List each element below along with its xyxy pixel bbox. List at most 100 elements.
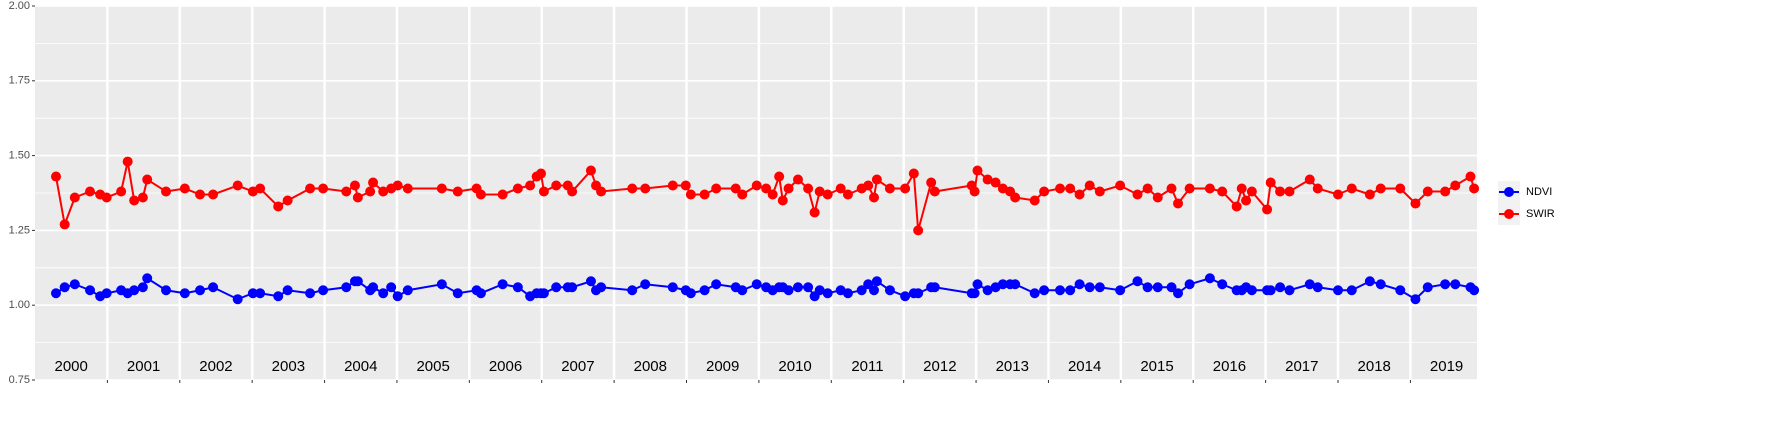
point [1010, 192, 1021, 203]
point [585, 165, 596, 176]
point [1410, 198, 1421, 209]
point [1029, 195, 1040, 206]
year-label: 2004 [344, 358, 377, 375]
point [567, 186, 578, 197]
point [913, 225, 924, 236]
point [318, 183, 329, 194]
point [525, 180, 536, 191]
point [1246, 285, 1257, 296]
point [1275, 282, 1286, 293]
point [551, 180, 562, 191]
point [1236, 183, 1247, 194]
point [1284, 186, 1295, 197]
year-label: 2000 [55, 358, 88, 375]
point [1173, 288, 1184, 299]
point [900, 183, 911, 194]
year-label: 2019 [1430, 358, 1463, 375]
point [282, 195, 293, 206]
point [982, 285, 993, 296]
point [774, 171, 785, 182]
point [137, 282, 148, 293]
point [761, 183, 772, 194]
point [767, 189, 778, 200]
point [349, 180, 360, 191]
point [730, 183, 741, 194]
point [751, 180, 762, 191]
point [680, 180, 691, 191]
legend-point [1504, 187, 1514, 197]
point [1142, 183, 1153, 194]
y-tick-label: 1.75 [9, 75, 30, 87]
point [1084, 282, 1095, 293]
point [1217, 279, 1228, 290]
point [551, 282, 562, 293]
point [1375, 183, 1386, 194]
point [596, 282, 607, 293]
point [436, 183, 447, 194]
point [777, 195, 788, 206]
point [195, 189, 206, 200]
point [969, 288, 980, 299]
legend-label: NDVI [1526, 186, 1552, 198]
point [699, 189, 710, 200]
point [792, 282, 803, 293]
year-label: 2013 [996, 358, 1029, 375]
point [1364, 189, 1375, 200]
point [1152, 192, 1163, 203]
point [1204, 183, 1215, 194]
point [59, 219, 70, 230]
point [378, 186, 389, 197]
point [751, 279, 762, 290]
year-label: 2002 [199, 358, 232, 375]
point [1152, 282, 1163, 293]
year-label: 2015 [1140, 358, 1173, 375]
point [814, 285, 825, 296]
point [116, 186, 127, 197]
point [926, 177, 937, 188]
point [1364, 276, 1375, 287]
point [179, 183, 190, 194]
point [1333, 285, 1344, 296]
point [352, 192, 363, 203]
year-label: 2001 [127, 358, 160, 375]
point [969, 186, 980, 197]
point [596, 186, 607, 197]
point [512, 282, 523, 293]
point [814, 186, 825, 197]
point [122, 156, 133, 167]
point [667, 180, 678, 191]
point [868, 285, 879, 296]
point [318, 285, 329, 296]
point [1346, 285, 1357, 296]
year-label: 2006 [489, 358, 522, 375]
y-tick-label: 2.00 [9, 0, 30, 12]
point [101, 288, 112, 299]
point [863, 180, 874, 191]
point [1346, 183, 1357, 194]
point [1166, 282, 1177, 293]
point [436, 279, 447, 290]
point [1055, 285, 1066, 296]
point [567, 282, 578, 293]
point [1094, 282, 1105, 293]
point [711, 183, 722, 194]
point [1166, 183, 1177, 194]
point [1029, 288, 1040, 299]
point [129, 195, 140, 206]
series-line [55, 161, 1476, 231]
legend-label: SWIR [1526, 208, 1555, 220]
point [585, 276, 596, 287]
point [737, 285, 748, 296]
point [1375, 279, 1386, 290]
point [929, 186, 940, 197]
point [982, 174, 993, 185]
point [392, 291, 403, 302]
point [195, 285, 206, 296]
point [1304, 174, 1315, 185]
point [1450, 279, 1461, 290]
point [282, 285, 293, 296]
point [913, 288, 924, 299]
point [50, 288, 61, 299]
point [69, 192, 80, 203]
point [1395, 285, 1406, 296]
